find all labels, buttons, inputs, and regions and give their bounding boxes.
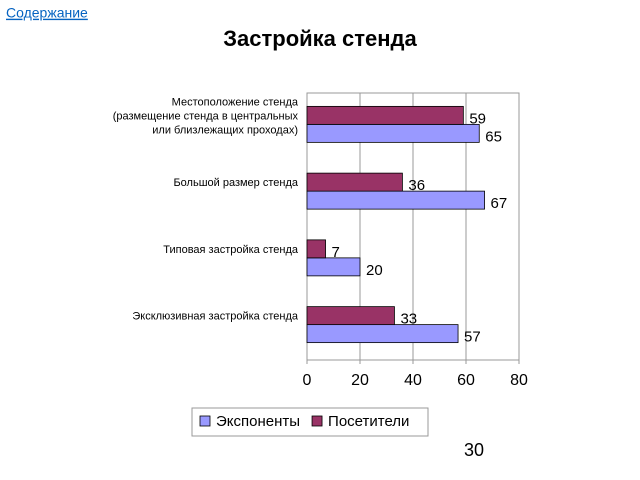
- contents-link[interactable]: Содержание: [6, 5, 88, 21]
- x-tick-label: 40: [404, 372, 422, 389]
- legend-label: Экспоненты: [216, 413, 300, 430]
- y-tick-label: Типовая застройка стенда: [163, 244, 299, 256]
- bar: [306, 306, 395, 326]
- legend-label: Посетители: [328, 413, 409, 430]
- y-tick-label: Эксклюзивная застройка стенда: [132, 311, 299, 323]
- page-number: 30: [464, 440, 484, 460]
- legend-swatch: [311, 415, 323, 427]
- x-tick-label: 60: [457, 372, 475, 389]
- value-label: 65: [485, 128, 502, 145]
- value-label: 33: [400, 311, 417, 328]
- bar: [306, 324, 459, 344]
- bar: [306, 123, 480, 143]
- x-tick-label: 0: [303, 372, 312, 389]
- legend-frame: [191, 407, 429, 437]
- y-tick-label: Местоположение стенда (размещение стенда …: [113, 96, 299, 136]
- bar: [306, 172, 403, 192]
- bar: [306, 239, 326, 259]
- bar: [306, 105, 464, 125]
- bar: [306, 257, 361, 277]
- value-label: 36: [408, 177, 425, 194]
- value-label: 59: [469, 110, 486, 127]
- value-label: 67: [491, 195, 508, 212]
- y-tick-label: Большой размер стенда: [173, 177, 298, 189]
- chart-title: Застройка стенда: [223, 26, 417, 51]
- x-tick-label: 20: [351, 372, 369, 389]
- value-label: 7: [332, 244, 340, 261]
- legend-swatch: [199, 415, 211, 427]
- x-tick-label: 80: [510, 372, 528, 389]
- bar: [306, 190, 485, 210]
- value-label: 20: [366, 262, 383, 279]
- value-label: 57: [464, 329, 481, 346]
